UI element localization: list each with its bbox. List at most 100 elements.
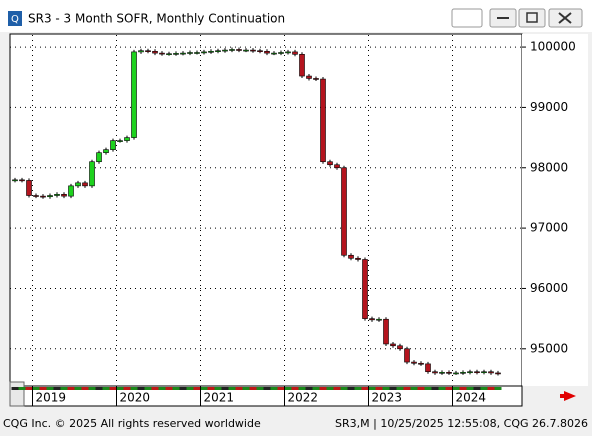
candle-body [33,195,39,197]
time-stripe [116,387,124,390]
time-stripe [298,387,306,390]
plot-area [9,33,523,387]
candle-body [26,180,32,196]
candle-body [208,50,214,53]
candle-body [180,52,186,55]
time-stripe [32,387,40,390]
time-stripe [284,387,292,390]
maximize-button[interactable] [518,8,546,28]
time-stripe [438,387,446,390]
candle-body [243,49,249,52]
scroll-arrow[interactable] [560,391,576,401]
candle-body [488,371,494,374]
time-stripe [410,387,418,390]
link-button[interactable] [451,8,483,28]
candle-body [138,50,144,53]
time-stripe [11,387,19,390]
time-stripe [81,387,89,390]
candle-body [453,372,459,375]
candle-body [313,78,319,80]
candle-body [376,318,382,321]
time-stripe [214,387,222,390]
candle-body [439,372,445,374]
candle-body [166,53,172,56]
candle-body [271,52,277,55]
y-tick-label: 99000 [530,100,568,114]
time-stripe [424,387,432,390]
time-stripe [403,387,411,390]
time-stripe [158,387,166,390]
candle-body [124,137,130,141]
time-stripe [445,387,453,390]
time-stripe [466,387,474,390]
x-tick-label: 2024 [456,391,487,405]
time-stripe [270,387,278,390]
app-icon-letter: Q [11,14,19,25]
time-stripe [312,387,320,390]
candle-body [341,167,347,256]
y-tick-label: 97000 [530,221,568,235]
time-stripe [207,387,215,390]
time-stripe [354,387,362,390]
x-tick-label: 2020 [120,391,151,405]
candle-body [355,257,361,260]
time-stripe [459,387,467,390]
maximize-icon [526,12,538,23]
candle-body [411,361,417,364]
time-stripe [361,387,369,390]
scroll-handle[interactable] [9,381,25,407]
candle-body [495,372,501,375]
close-icon [558,12,572,24]
candle-body [89,161,95,187]
time-stripe [368,387,376,390]
candle-body [446,372,452,374]
candle-body [82,182,88,187]
candle-body [327,161,333,166]
time-stripe [165,387,173,390]
time-stripe [172,387,180,390]
time-stripe [256,387,264,390]
candle-body [194,52,200,54]
candle-body [54,194,60,196]
candle-body [201,51,207,54]
candle-body [222,49,228,52]
candle-body [306,75,312,79]
time-stripe [242,387,250,390]
status-left: CQG Inc. © 2025 All rights reserved worl… [3,417,261,430]
time-stripe [39,387,47,390]
candle-body [432,371,438,374]
time-stripe [130,387,138,390]
candle-body [278,52,284,54]
time-stripe [67,387,75,390]
candle-body [334,164,340,169]
x-tick-label: 2021 [204,391,235,405]
candle-body [159,52,165,55]
candle-body [467,371,473,374]
candle-body [12,179,18,182]
candle-body [68,185,74,197]
candle-body [418,362,424,365]
candle-body [75,182,81,187]
candle-body [292,51,298,55]
candle-body [152,50,158,54]
time-stripe [417,387,425,390]
time-stripe [277,387,285,390]
candle-body [215,50,221,52]
time-stripe [291,387,299,390]
plot: 95000 96000 97000 98000 99000 100000 2019 2020 2… [10,35,576,406]
time-stripe [200,387,208,390]
time-stripe [193,387,201,390]
time-stripe [228,387,236,390]
time-stripe [487,387,495,390]
y-tick-label: 98000 [530,160,568,174]
time-stripe [74,387,82,390]
time-stripe [473,387,481,390]
time-stripe [137,387,145,390]
time-stripe [452,387,460,390]
time-stripe [25,387,33,390]
candle-body [362,259,368,319]
candle-body [299,54,305,77]
time-stripe [431,387,439,390]
y-tick-label: 100000 [530,40,576,54]
